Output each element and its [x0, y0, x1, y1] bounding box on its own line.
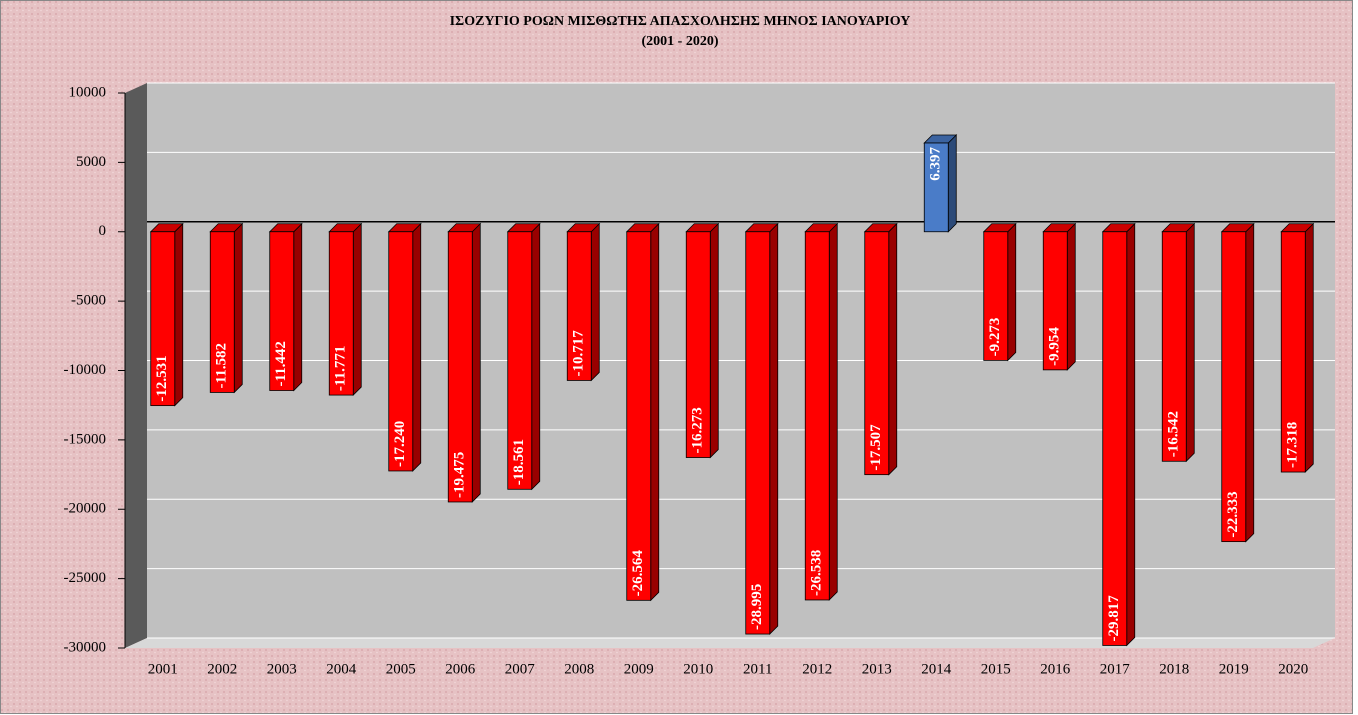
bar-side [1007, 222, 1017, 362]
x-tick-label: 2014 [921, 661, 952, 677]
value-label: -29.817 [1106, 595, 1122, 642]
bar-side [1245, 222, 1255, 543]
side-wall [125, 83, 147, 648]
x-tick-label: 2001 [148, 661, 178, 677]
y-tick-label: -15000 [64, 431, 107, 447]
bar [507, 231, 533, 490]
y-tick-label: 0 [99, 223, 107, 239]
value-label: -17.318 [1285, 422, 1301, 468]
x-tick-label: 2002 [207, 661, 237, 677]
y-tick-label: -20000 [64, 501, 107, 517]
x-tick-label: 2003 [267, 661, 297, 677]
value-label: -12.531 [154, 355, 170, 401]
value-label: -11.771 [333, 346, 349, 391]
bar-side [590, 222, 600, 382]
value-label: -28.995 [749, 584, 765, 630]
x-tick-label: 2012 [802, 661, 832, 677]
bar-side [471, 222, 481, 503]
value-label: -17.240 [392, 421, 408, 467]
bar [1042, 231, 1068, 371]
bar [209, 231, 235, 393]
bar [626, 231, 652, 601]
y-tick-label: -25000 [64, 570, 107, 586]
value-label: -22.333 [1225, 491, 1241, 537]
x-tick-label: 2020 [1278, 661, 1308, 677]
bar [566, 231, 592, 381]
bar [269, 231, 295, 391]
bar-side [412, 222, 422, 472]
value-label: -17.507 [868, 424, 884, 471]
bar [745, 231, 771, 635]
bar-side [828, 222, 838, 601]
bar-side [233, 222, 243, 394]
y-tick-label: -5000 [71, 293, 106, 309]
x-tick-label: 2005 [386, 661, 416, 677]
x-tick-label: 2015 [981, 661, 1011, 677]
bar [1161, 231, 1187, 462]
bar [388, 231, 414, 472]
bar [150, 231, 176, 407]
bar-side [174, 222, 184, 407]
value-label: -16.273 [690, 407, 706, 453]
bar [447, 231, 473, 503]
value-label: -11.442 [273, 341, 289, 386]
chart-subtitle: (2001 - 2020) [642, 34, 719, 49]
bar [983, 231, 1009, 361]
x-tick-label: 2009 [624, 661, 654, 677]
bar-side [769, 222, 779, 636]
floor [125, 638, 1335, 648]
value-label: 6.397 [928, 146, 944, 180]
bar-side [1304, 222, 1314, 474]
bar [804, 231, 830, 601]
bar [1221, 231, 1247, 543]
bar-side [293, 222, 303, 392]
bar [864, 231, 890, 476]
value-label: -26.538 [809, 550, 825, 596]
y-tick-label: -30000 [64, 639, 107, 655]
bar-side [947, 134, 957, 233]
x-tick-label: 2016 [1040, 661, 1071, 677]
bar-side [650, 222, 660, 602]
x-tick-label: 2007 [505, 661, 536, 677]
bar [685, 231, 711, 458]
bar [1280, 231, 1306, 473]
value-label: -9.954 [1047, 327, 1063, 366]
value-label: -18.561 [511, 439, 527, 485]
x-tick-label: 2019 [1219, 661, 1249, 677]
bar-side [888, 222, 898, 476]
bar-side [1066, 222, 1076, 371]
bar-side [709, 222, 719, 459]
bar-side [1126, 222, 1136, 647]
value-label: -16.542 [1166, 411, 1182, 457]
x-tick-label: 2017 [1100, 661, 1131, 677]
y-tick-label: -10000 [64, 362, 107, 378]
x-tick-label: 2018 [1159, 661, 1189, 677]
value-label: -11.582 [214, 343, 230, 388]
chart-title: ΙΣΟΖΥΓΙΟ ΡΟΩΝ ΜΙΣΘΩΤΗΣ ΑΠΑΣΧΟΛΗΣΗΣ ΜΗΝΟΣ… [450, 14, 911, 29]
bar-side [531, 222, 541, 491]
x-tick-label: 2010 [683, 661, 713, 677]
y-tick-label: 10000 [69, 84, 107, 100]
x-tick-label: 2004 [326, 661, 357, 677]
y-tick-label: 5000 [76, 154, 106, 170]
value-label: -19.475 [452, 452, 468, 498]
bar-side [352, 222, 362, 397]
value-label: -26.564 [630, 550, 646, 597]
bar [923, 142, 949, 233]
x-tick-label: 2013 [862, 661, 892, 677]
bar-side [1185, 222, 1195, 463]
x-tick-label: 2011 [743, 661, 772, 677]
value-label: -10.717 [571, 330, 587, 377]
value-label: -9.273 [987, 318, 1003, 357]
bar [328, 231, 354, 396]
x-tick-label: 2008 [564, 661, 594, 677]
bar [1102, 231, 1128, 646]
x-tick-label: 2006 [445, 661, 476, 677]
